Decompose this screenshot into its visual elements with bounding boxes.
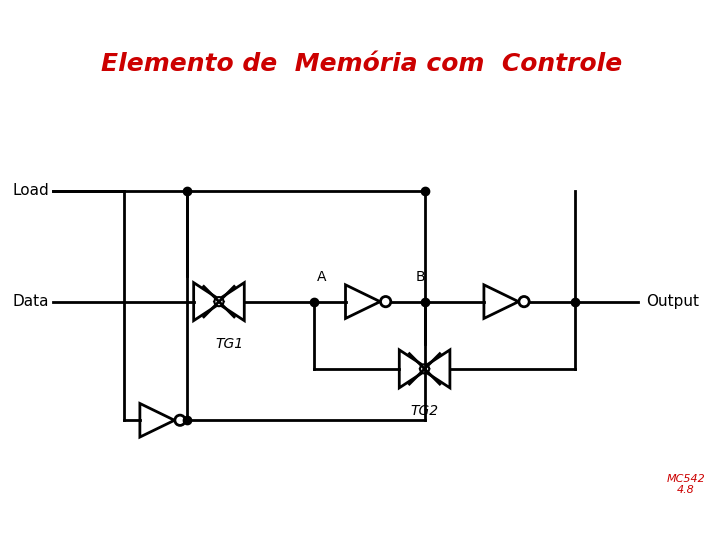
Text: TG2: TG2 (410, 404, 438, 418)
Text: TG1: TG1 (215, 337, 243, 351)
Circle shape (380, 296, 391, 307)
Text: Load: Load (12, 184, 49, 198)
Circle shape (519, 296, 529, 307)
Text: A: A (317, 270, 327, 284)
Text: B: B (416, 270, 426, 284)
Circle shape (215, 297, 223, 306)
Circle shape (175, 415, 185, 426)
Text: Output: Output (646, 294, 699, 309)
Text: Data: Data (12, 294, 49, 309)
Circle shape (420, 364, 429, 374)
Text: Elemento de  Memória com  Controle: Elemento de Memória com Controle (101, 52, 622, 76)
Text: MC542
4.8: MC542 4.8 (667, 474, 706, 495)
